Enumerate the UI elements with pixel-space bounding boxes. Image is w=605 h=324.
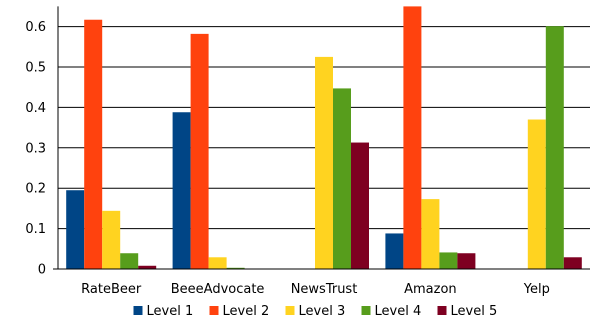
bar-level-2-amazon [403, 6, 421, 269]
bar-level-1-ratebeer [66, 190, 84, 269]
x-category-label: NewsTrust [291, 282, 358, 297]
legend-label: Level 3 [299, 304, 346, 319]
bar-level-1-amazon [385, 233, 403, 269]
x-category-label: BeeeAdvocate [171, 282, 265, 297]
bar-level-4-newstrust [333, 88, 351, 269]
legend: Level 1 Level 2 Level 3 Level 4 Level 5 [134, 304, 498, 319]
legend-label: Level 1 [147, 304, 194, 319]
bars [66, 6, 582, 269]
legend-swatch [134, 306, 143, 315]
bar-level-3-yelp [528, 120, 546, 269]
bar-level-4-yelp [546, 26, 564, 269]
x-category-labels: RateBeer BeeeAdvocate NewsTrust Amazon Yelp [81, 282, 550, 297]
x-category-label: Amazon [404, 282, 457, 297]
bar-level-2-ratebeer [84, 20, 102, 269]
bar-level-3-ratebeer [102, 211, 120, 269]
y-tick-label: 0.6 [25, 20, 46, 35]
legend-swatch [438, 306, 447, 315]
bar-level-2-beeeadvocate [191, 34, 209, 269]
bar-level-3-newstrust [315, 57, 333, 269]
bar-level-4-ratebeer [120, 253, 138, 269]
bar-level-1-beeeadvocate [173, 112, 191, 269]
y-tick-labels: 0 0.1 0.2 0.3 0.4 0.5 0.6 [25, 20, 46, 277]
bar-level-5-newstrust [351, 143, 369, 269]
bar-level-3-beeeadvocate [209, 257, 227, 269]
bar-level-4-amazon [439, 252, 457, 269]
x-category-label: Yelp [523, 282, 550, 297]
legend-swatch [286, 306, 295, 315]
legend-label: Level 2 [223, 304, 270, 319]
y-tick-label: 0.3 [25, 141, 46, 156]
y-tick-label: 0.4 [25, 101, 46, 116]
bar-level-3-amazon [421, 199, 439, 269]
legend-swatch [210, 306, 219, 315]
bar-level-5-yelp [564, 257, 582, 269]
legend-label: Level 4 [375, 304, 422, 319]
y-tick-label: 0.1 [25, 222, 46, 237]
legend-swatch [362, 306, 371, 315]
y-tick-label: 0 [38, 263, 46, 278]
y-tick-label: 0.2 [25, 182, 46, 197]
y-tick-label: 0.5 [25, 61, 46, 76]
bar-level-5-amazon [457, 253, 475, 269]
x-category-label: RateBeer [81, 282, 142, 297]
legend-label: Level 5 [451, 304, 498, 319]
